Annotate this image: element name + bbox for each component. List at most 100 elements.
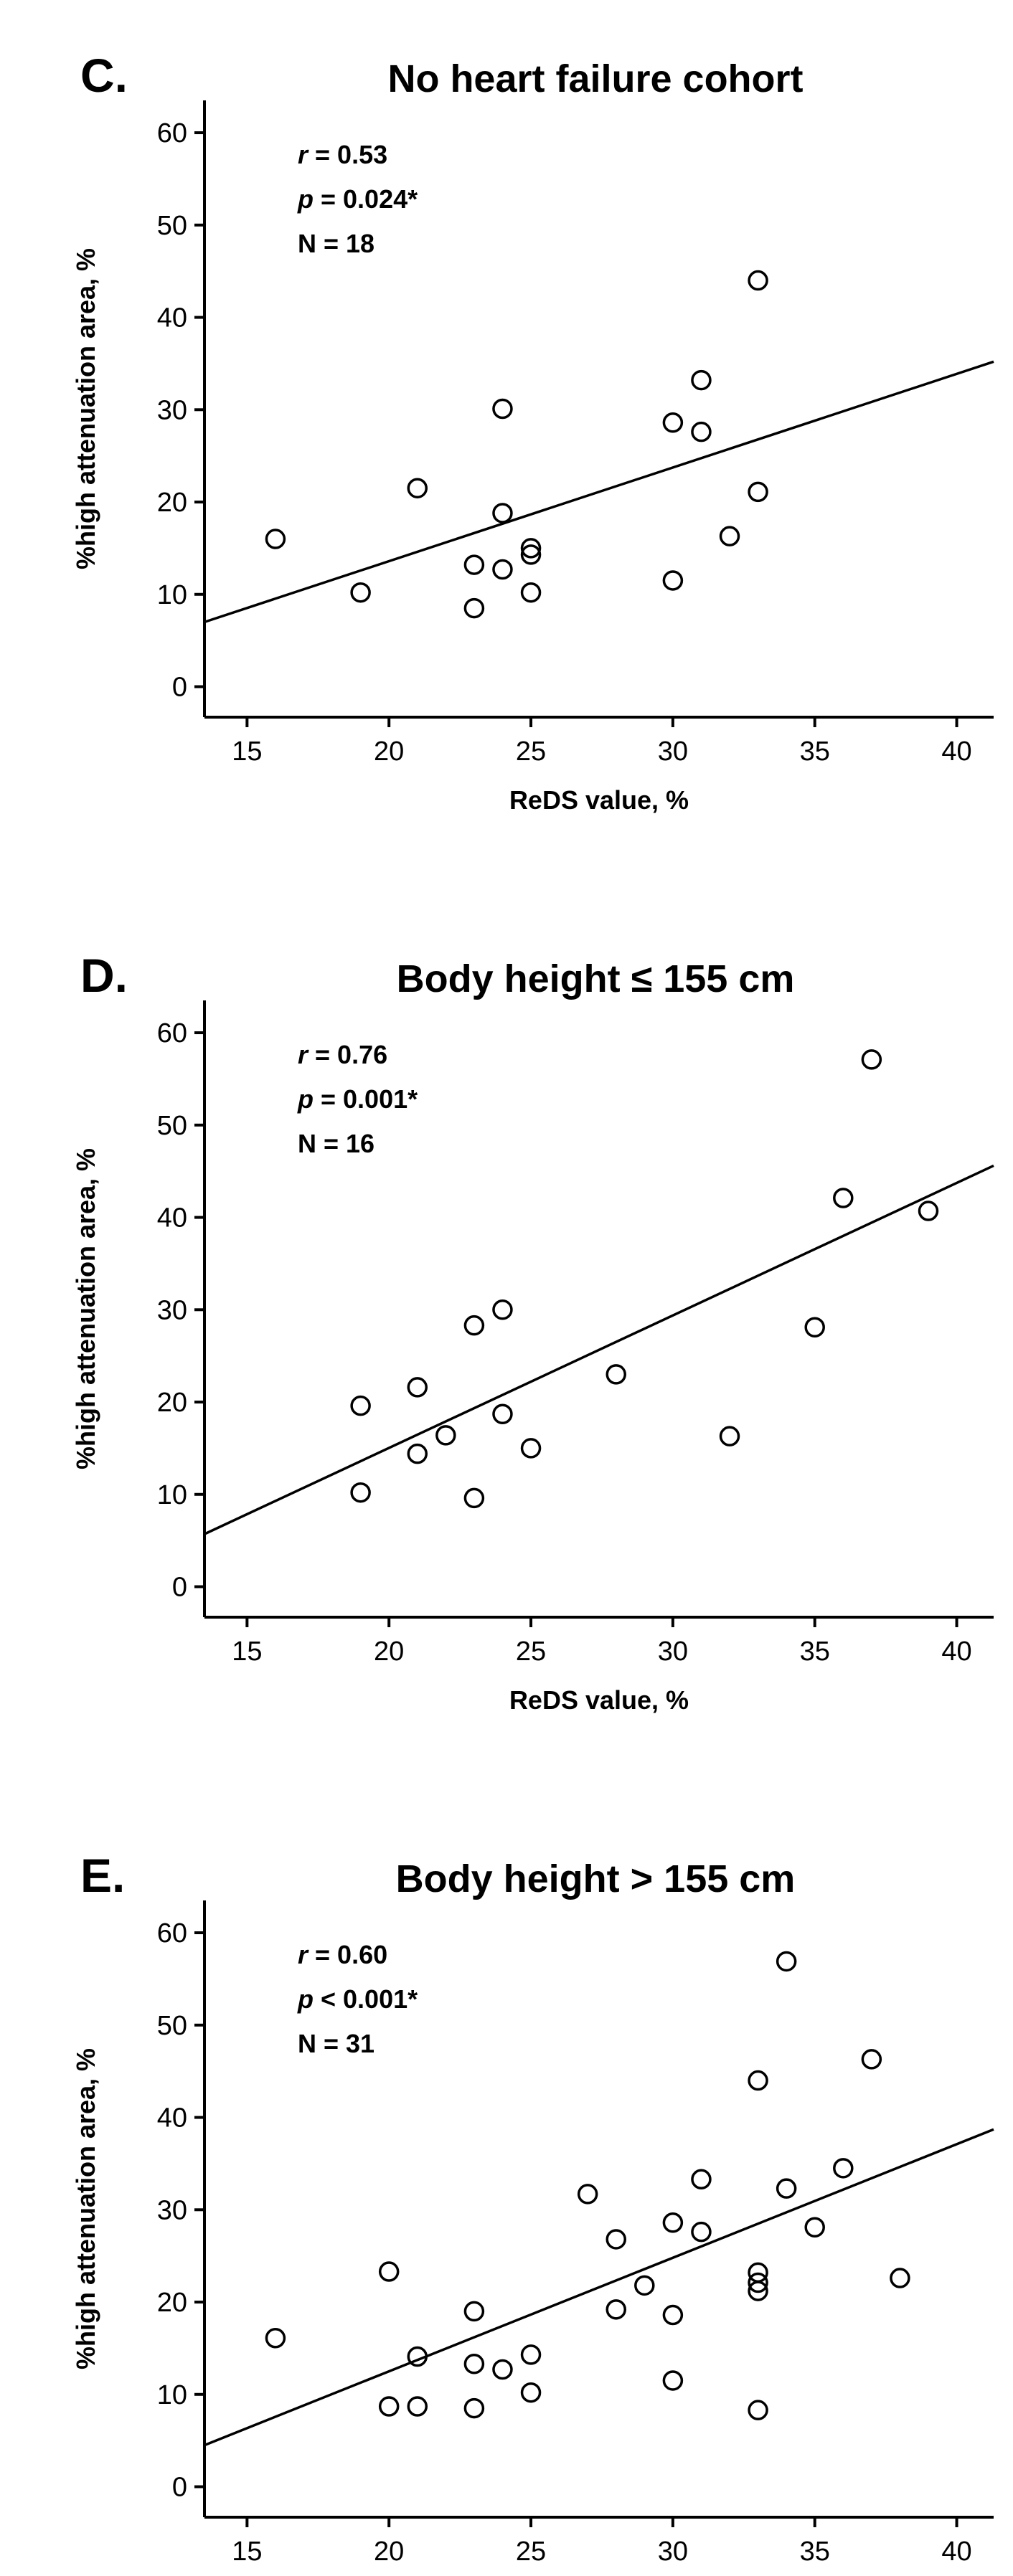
data-point	[861, 1049, 882, 1070]
data-point	[833, 1188, 854, 1208]
x-tick-label: 20	[374, 737, 404, 767]
x-tick-label: 35	[800, 737, 830, 767]
data-point	[463, 597, 485, 619]
y-tick-label: 10	[157, 580, 187, 610]
data-point	[634, 2275, 655, 2296]
data-point	[463, 2354, 485, 2374]
data-point	[691, 2169, 712, 2190]
data-point	[776, 2178, 797, 2199]
y-tick-label: 40	[157, 2103, 187, 2134]
stat-r: r = 0.76	[298, 1040, 387, 1069]
x-tick-label: 30	[658, 2537, 688, 2567]
y-tick-label: 30	[157, 395, 187, 425]
x-tick-label: 30	[658, 737, 688, 767]
data-point	[662, 2212, 684, 2233]
x-tick-label: 40	[941, 737, 971, 767]
panel-letter: E.	[80, 1849, 125, 1902]
x-tick-label: 20	[374, 2537, 404, 2567]
data-point	[662, 2370, 684, 2391]
stat-r: r = 0.53	[298, 140, 387, 169]
y-axis-title: %high attenuation area, %	[71, 1148, 100, 1469]
y-tick-label: 20	[157, 1388, 187, 1418]
y-tick-label: 60	[157, 118, 187, 148]
data-point	[890, 2268, 910, 2288]
x-tick-label: 35	[800, 2537, 830, 2567]
data-point	[918, 1201, 939, 1221]
x-tick-label: 35	[800, 1637, 830, 1667]
data-point	[350, 1395, 371, 1416]
chart-panel-c: C. No heart failure cohort r = 0.53 p = 0.0…	[71, 49, 994, 815]
data-point	[833, 2158, 854, 2179]
data-point	[265, 529, 286, 549]
stat-n: N = 18	[298, 229, 374, 258]
data-point	[719, 526, 740, 546]
data-point	[520, 544, 542, 565]
x-tick-label: 30	[658, 1637, 688, 1667]
data-point	[463, 2397, 485, 2419]
data-point	[691, 421, 712, 442]
data-point	[662, 2304, 684, 2326]
data-point	[407, 2346, 428, 2367]
stat-r: r = 0.60	[298, 1940, 387, 1969]
data-point	[577, 2184, 598, 2205]
x-axis-title: ReDS value, %	[509, 785, 689, 815]
y-tick-label: 10	[157, 1480, 187, 1510]
panel-letter: C.	[80, 49, 128, 102]
stat-p: p = 0.001*	[297, 1084, 418, 1114]
regression-line	[204, 2128, 994, 2447]
data-point	[463, 2301, 485, 2322]
data-point	[492, 1299, 513, 1320]
data-point	[378, 2396, 400, 2417]
data-point	[463, 554, 485, 575]
data-point	[776, 1951, 797, 1972]
data-point	[606, 1364, 626, 1385]
y-tick-label: 20	[157, 488, 187, 518]
data-point	[265, 2327, 286, 2349]
y-tick-label: 60	[157, 1918, 187, 1948]
data-point	[435, 1425, 456, 1446]
data-point	[748, 270, 768, 291]
regression-line	[204, 360, 994, 624]
data-point	[662, 570, 684, 591]
x-tick-label: 25	[516, 1637, 546, 1667]
data-point	[748, 2070, 768, 2091]
y-tick-label: 10	[157, 2380, 187, 2410]
x-tick-label: 15	[232, 737, 262, 767]
data-point	[606, 2299, 626, 2320]
y-tick-label: 0	[172, 1573, 187, 1603]
data-point	[520, 582, 542, 603]
data-point	[691, 2221, 712, 2243]
data-point	[407, 2396, 428, 2417]
y-axis-title: %high attenuation area, %	[71, 248, 100, 569]
data-point	[520, 2344, 542, 2365]
chart-panel-d: D. Body height ≤ 155 cm r = 0.76 p = 0.001*…	[71, 949, 994, 1715]
x-tick-label: 15	[232, 1637, 262, 1667]
stat-n: N = 16	[298, 1129, 374, 1158]
regression-line	[204, 1164, 994, 1535]
y-tick-label: 50	[157, 1111, 187, 1141]
stat-p: p < 0.001*	[297, 1984, 418, 2014]
x-tick-label: 25	[516, 2537, 546, 2567]
data-point	[407, 1443, 428, 1464]
data-point	[407, 1377, 428, 1398]
y-tick-label: 0	[172, 673, 187, 703]
x-tick-label: 25	[516, 737, 546, 767]
data-point	[520, 538, 542, 559]
chart-title: Body height ≤ 155 cm	[397, 957, 795, 1000]
data-point	[719, 1426, 740, 1446]
y-tick-label: 30	[157, 2195, 187, 2225]
y-tick-label: 30	[157, 1295, 187, 1325]
data-point	[662, 412, 684, 433]
data-point	[350, 1482, 371, 1503]
x-tick-label: 40	[941, 2537, 971, 2567]
data-point	[492, 2359, 513, 2380]
y-tick-label: 40	[157, 1203, 187, 1233]
data-point	[606, 2229, 626, 2250]
data-point	[520, 2382, 542, 2403]
chart-title: Body height > 155 cm	[396, 1857, 796, 1900]
y-tick-label: 50	[157, 211, 187, 241]
y-axis-title: %high attenuation area, %	[71, 2048, 100, 2369]
chart-panel-e: E. Body height > 155 cm r = 0.60 p < 0.001*…	[71, 1849, 994, 2567]
y-tick-label: 50	[157, 2011, 187, 2041]
